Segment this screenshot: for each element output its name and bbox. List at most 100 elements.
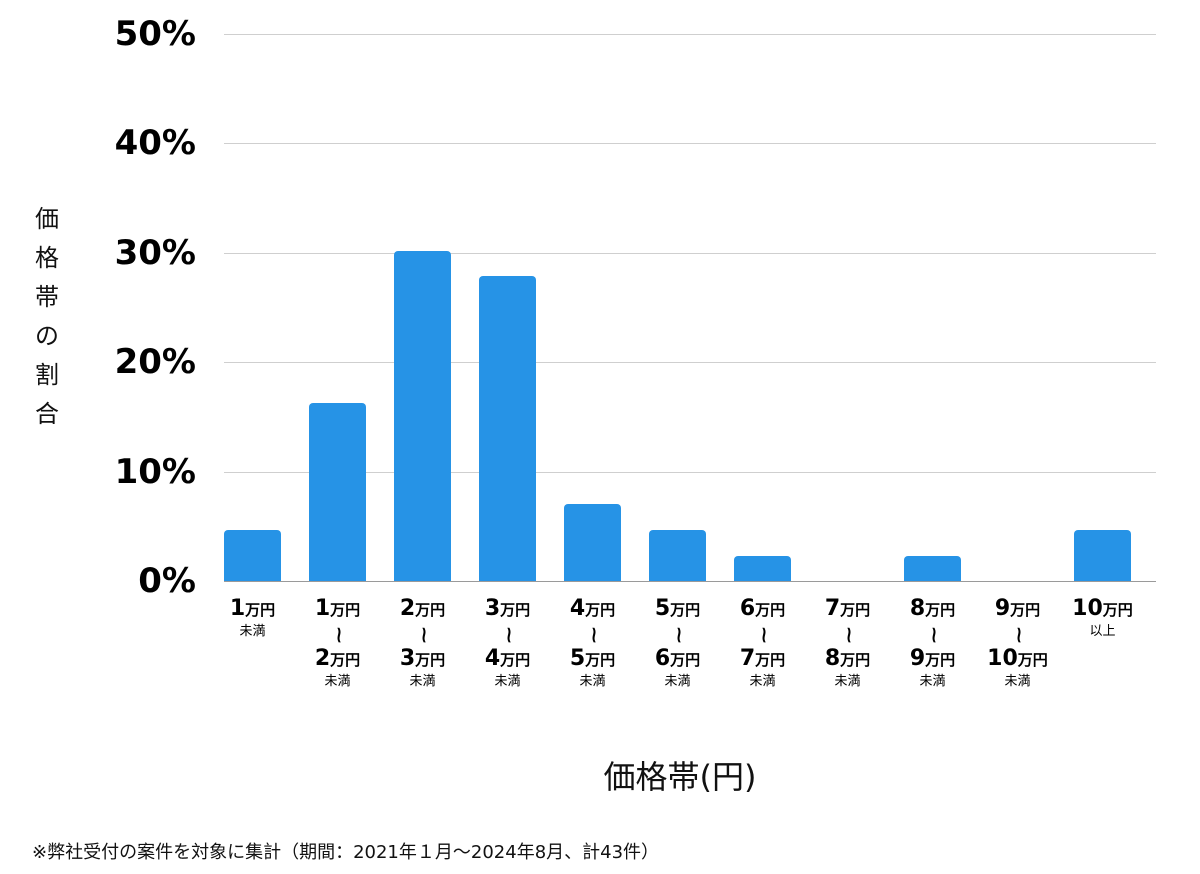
y-tick-label: 20% <box>114 342 196 383</box>
y-tick-label: 30% <box>114 232 196 273</box>
category-to: 8 <box>824 646 841 671</box>
x-category-label: 5万円 ~6万円 未満 <box>636 594 720 689</box>
bar <box>309 402 366 581</box>
gridline <box>224 472 1156 473</box>
y-tick-label: 0% <box>138 561 196 601</box>
category-to: 6 <box>654 646 671 671</box>
bar <box>564 504 621 581</box>
category-unit: 万円 <box>1017 651 1048 669</box>
category-suffix: 未満 <box>239 624 266 639</box>
category-to: 10 <box>987 646 1018 671</box>
category-from: 10 <box>1072 596 1103 621</box>
gridline <box>224 253 1156 254</box>
category-from: 2 <box>399 596 416 621</box>
category-unit: 万円 <box>415 601 446 619</box>
category-unit: 万円 <box>1102 601 1133 619</box>
bar <box>734 555 791 581</box>
category-unit: 万円 <box>755 651 786 669</box>
category-unit: 万円 <box>415 651 446 669</box>
bar <box>649 529 706 581</box>
category-unit: 万円 <box>840 651 871 669</box>
category-from: 3 <box>484 596 501 621</box>
category-suffix: 未満 <box>749 674 776 689</box>
y-axis-title-char: 価 <box>35 205 59 233</box>
category-suffix: 以上 <box>1089 624 1116 639</box>
y-axis-title-char: 割 <box>35 361 59 389</box>
category-suffix: 未満 <box>409 674 436 689</box>
y-tick-label: 50% <box>114 14 196 54</box>
category-to: 3 <box>399 646 416 671</box>
gridline <box>224 34 1156 35</box>
category-unit: 万円 <box>840 601 871 619</box>
range-symbol: ~ <box>668 625 690 645</box>
category-unit: 万円 <box>500 601 531 619</box>
category-unit: 万円 <box>500 651 531 669</box>
category-unit: 万円 <box>670 601 701 619</box>
y-tick-label: 40% <box>114 123 196 164</box>
y-axis-title-char: 格 <box>35 244 59 272</box>
gridline <box>224 362 1156 363</box>
range-symbol: ~ <box>1008 625 1030 645</box>
category-unit: 万円 <box>1010 601 1041 619</box>
x-category-label: 10万円以上 <box>1061 594 1145 639</box>
category-from: 1 <box>314 596 331 621</box>
category-unit: 万円 <box>330 601 361 619</box>
y-axis-title-char: 帯 <box>35 283 59 311</box>
category-to: 9 <box>909 646 926 671</box>
x-category-label: 8万円 ~9万円 未満 <box>891 594 975 689</box>
category-suffix: 未満 <box>919 674 946 689</box>
category-suffix: 未満 <box>664 674 691 689</box>
category-suffix: 未満 <box>579 674 606 689</box>
category-to: 7 <box>739 646 756 671</box>
x-category-label: 9万円 ~10万円 未満 <box>976 594 1060 689</box>
x-axis-title: 価格帯(円) <box>603 758 757 796</box>
y-axis-title-char: の <box>35 322 59 350</box>
range-symbol: ~ <box>923 625 945 645</box>
category-unit: 万円 <box>330 651 361 669</box>
category-from: 5 <box>654 596 671 621</box>
range-symbol: ~ <box>753 625 775 645</box>
gridline <box>224 143 1156 144</box>
x-category-label: 4万円 ~5万円 未満 <box>551 594 635 689</box>
x-category-label: 3万円 ~4万円 未満 <box>466 594 550 689</box>
bar <box>904 555 961 581</box>
range-symbol: ~ <box>328 625 350 645</box>
category-from: 7 <box>824 596 841 621</box>
y-axis-title-char: 合 <box>35 400 59 428</box>
footnote: ※弊社受付の案件を対象に集計（期間：2021年１月〜2024年8月、計43件） <box>32 842 660 863</box>
x-category-label: 2万円 ~3万円 未満 <box>381 594 465 689</box>
range-symbol: ~ <box>413 625 435 645</box>
x-category-label: 6万円 ~7万円 未満 <box>721 594 805 689</box>
y-tick-label: 10% <box>114 451 196 492</box>
category-to: 5 <box>569 646 586 671</box>
range-symbol: ~ <box>838 625 860 645</box>
category-unit: 万円 <box>925 651 956 669</box>
category-unit: 万円 <box>585 601 616 619</box>
bar <box>479 275 536 581</box>
category-suffix: 未満 <box>494 674 521 689</box>
x-axis-line <box>224 581 1156 582</box>
x-category-label: 1万円未満 <box>211 594 295 639</box>
category-unit: 万円 <box>245 601 276 619</box>
category-unit: 万円 <box>670 651 701 669</box>
x-category-label: 1万円 ~2万円 未満 <box>296 594 380 689</box>
category-unit: 万円 <box>755 601 786 619</box>
category-from: 1 <box>229 596 246 621</box>
range-symbol: ~ <box>498 625 520 645</box>
category-unit: 万円 <box>585 651 616 669</box>
category-to: 4 <box>484 646 501 671</box>
category-unit: 万円 <box>925 601 956 619</box>
bar <box>394 250 451 581</box>
range-symbol: ~ <box>583 625 605 645</box>
category-from: 4 <box>569 596 586 621</box>
category-suffix: 未満 <box>324 674 351 689</box>
category-from: 6 <box>739 596 756 621</box>
category-suffix: 未満 <box>1004 674 1031 689</box>
category-from: 8 <box>909 596 926 621</box>
bar <box>224 529 281 581</box>
y-axis-title: 価 格 帯 の 割 合 <box>30 200 64 434</box>
category-to: 2 <box>314 646 331 671</box>
category-suffix: 未満 <box>834 674 861 689</box>
bar <box>1074 529 1131 581</box>
